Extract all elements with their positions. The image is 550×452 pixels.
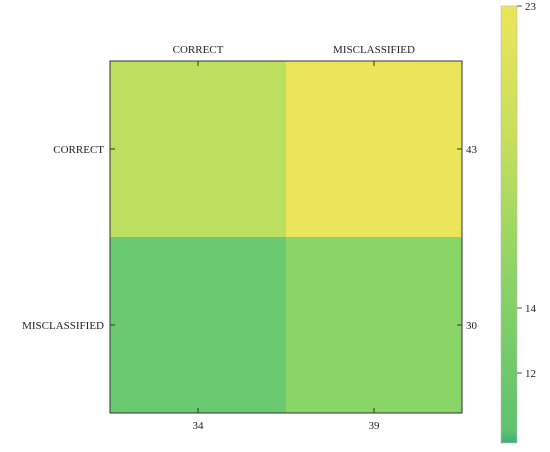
colorbar: 23 14 12 xyxy=(500,1,537,444)
col-total-misclassified: 39 xyxy=(369,420,381,432)
row-label-correct: CORRECT xyxy=(53,144,104,156)
colorbar-gradient xyxy=(500,5,518,444)
cell-correct-misclassified xyxy=(286,61,462,237)
row-total-correct: 43 xyxy=(466,144,478,156)
row-total-misclassified: 30 xyxy=(466,320,478,332)
plot-frame xyxy=(109,60,463,414)
row-label-misclassified: MISCLASSIFIED xyxy=(22,320,104,332)
col-label-misclassified: MISCLASSIFIED xyxy=(333,44,415,56)
col-total-correct: 34 xyxy=(193,420,205,432)
col-label-correct: CORRECT xyxy=(173,44,224,56)
colorbar-tick-23: 23 xyxy=(525,1,537,13)
colorbar-tick-14: 14 xyxy=(525,303,537,315)
cell-misclassified-misclassified xyxy=(286,237,462,413)
tick-marks xyxy=(110,61,462,413)
cell-misclassified-correct xyxy=(110,237,286,413)
cell-correct-correct xyxy=(110,61,286,237)
colorbar-tick-12: 12 xyxy=(525,368,536,380)
heatmap-cells xyxy=(110,61,462,413)
